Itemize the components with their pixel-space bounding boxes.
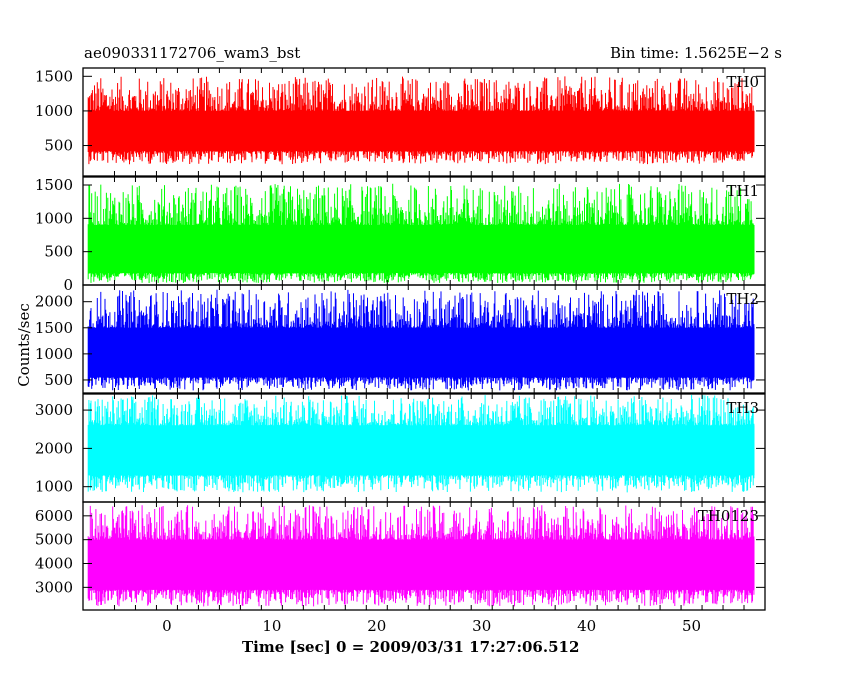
panel-label: TH1 [726, 182, 759, 200]
y-tick-label: 3000 [35, 578, 73, 596]
y-tick-label: 1000 [35, 345, 73, 363]
panel-th3: 1000 2000 3000 TH3 [35, 393, 766, 503]
x-tick-label: 30 [472, 617, 491, 635]
bin-time-label: Bin time: 1.5625E−2 s [609, 44, 782, 62]
panel-th1: 0 500 1000 1500 TH1 [35, 176, 766, 294]
y-tick-label: 1000 [35, 102, 73, 120]
panel-label: TH0123 [698, 507, 759, 525]
y-tick-label: 1500 [35, 319, 73, 337]
series-th2 [87, 289, 755, 391]
y-axis-label: Counts/sec [14, 303, 33, 387]
x-tick-label: 20 [367, 617, 386, 635]
x-tick-label: 0 [162, 617, 172, 635]
panel-label: TH0 [726, 73, 759, 91]
series-th0 [87, 76, 755, 165]
panel-label: TH3 [726, 399, 759, 417]
y-tick-label: 500 [44, 137, 73, 155]
x-axis-label: Time [sec] 0 = 2009/03/31 17:27:06.512 [242, 638, 580, 656]
panel-frame [82, 284, 766, 394]
y-tick-label: 2000 [35, 439, 73, 457]
panel-label: TH2 [726, 290, 759, 308]
panel-th2: 500 1000 1500 2000 TH2 [35, 284, 766, 394]
y-tick-label: 6000 [35, 507, 73, 525]
x-tick-label: 10 [262, 617, 281, 635]
x-tick-label: 50 [682, 617, 701, 635]
y-tick-label: 1000 [35, 209, 73, 227]
y-tick-label: 1500 [35, 176, 73, 194]
y-tick-label: 5000 [35, 531, 73, 549]
y-tick-label: 500 [44, 243, 73, 261]
panel-frame [82, 67, 766, 177]
y-tick-label: 2000 [35, 293, 73, 311]
y-tick-label: 0 [63, 276, 73, 294]
series-th0123 [87, 505, 755, 607]
y-tick-label: 1000 [35, 478, 73, 496]
y-tick-label: 4000 [35, 555, 73, 573]
y-tick-label: 1500 [35, 67, 73, 85]
y-tick-label: 500 [44, 371, 73, 389]
chart-title: ae090331172706_wam3_bst [84, 44, 301, 62]
panel-th0: 500 1000 1500 TH0 [35, 67, 766, 177]
series-th3 [87, 394, 755, 493]
panel-th0123: 3000 4000 5000 6000 TH0123 [35, 501, 766, 611]
y-tick-label: 3000 [35, 401, 73, 419]
panel-frame [82, 501, 766, 611]
series-th1 [87, 183, 755, 283]
x-tick-label: 40 [577, 617, 596, 635]
